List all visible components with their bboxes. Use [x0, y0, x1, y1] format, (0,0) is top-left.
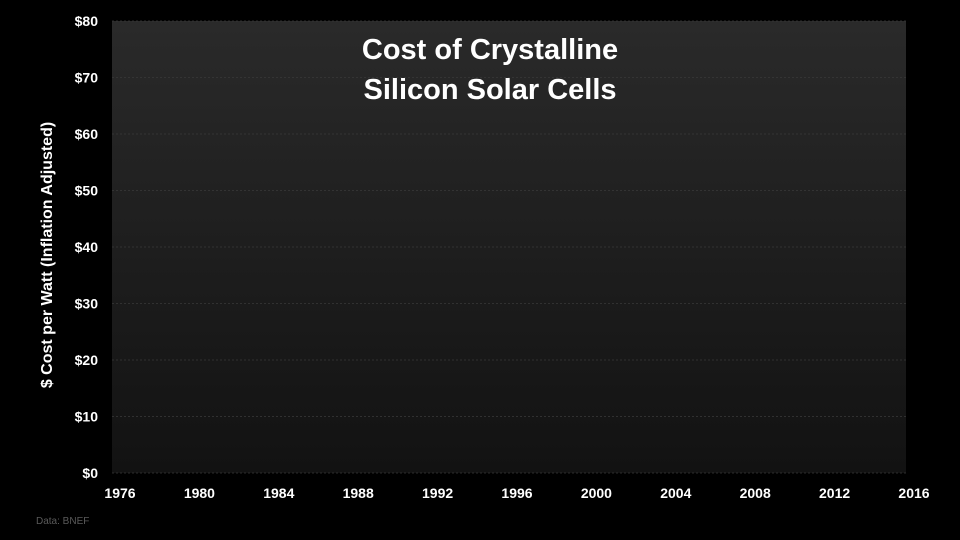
y-tick-label: $0 [82, 465, 98, 481]
source-note: Data: BNEF [36, 516, 89, 527]
x-tick-label: 1992 [422, 485, 453, 501]
grid-lines [112, 20, 906, 474]
y-tick-label: $60 [75, 126, 99, 142]
x-tick-label: 2008 [740, 485, 771, 501]
x-axis-ticks: 1976 1980 1984 1988 1992 1996 2000 2004 2008 2012… [104, 485, 929, 501]
x-tick-label: 2004 [660, 485, 691, 501]
x-tick-label: 2000 [581, 485, 612, 501]
x-tick-label: 1980 [184, 485, 215, 501]
chart-title-line-1: Cost of Crystalline [362, 34, 618, 66]
x-tick-label: 1984 [263, 485, 294, 501]
chart-title-line-2: Silicon Solar Cells [363, 74, 616, 106]
x-tick-label: 2012 [819, 485, 850, 501]
y-tick-label: $20 [75, 352, 99, 368]
y-axis-title: $ Cost per Watt (Inflation Adjusted) [39, 122, 56, 388]
x-tick-label: 1996 [501, 485, 532, 501]
y-tick-label: $40 [75, 239, 99, 255]
y-tick-label: $80 [75, 13, 99, 29]
x-tick-label: 1988 [343, 485, 374, 501]
x-tick-label: 1976 [104, 485, 135, 501]
y-axis-ticks: $0 $10 $20 $30 $40 $50 $60 $70 $80 [75, 13, 99, 481]
y-tick-label: $50 [75, 183, 99, 199]
x-tick-label: 2016 [898, 485, 929, 501]
y-tick-label: $30 [75, 296, 99, 312]
y-tick-label: $70 [75, 70, 99, 86]
y-tick-label: $10 [75, 409, 99, 425]
